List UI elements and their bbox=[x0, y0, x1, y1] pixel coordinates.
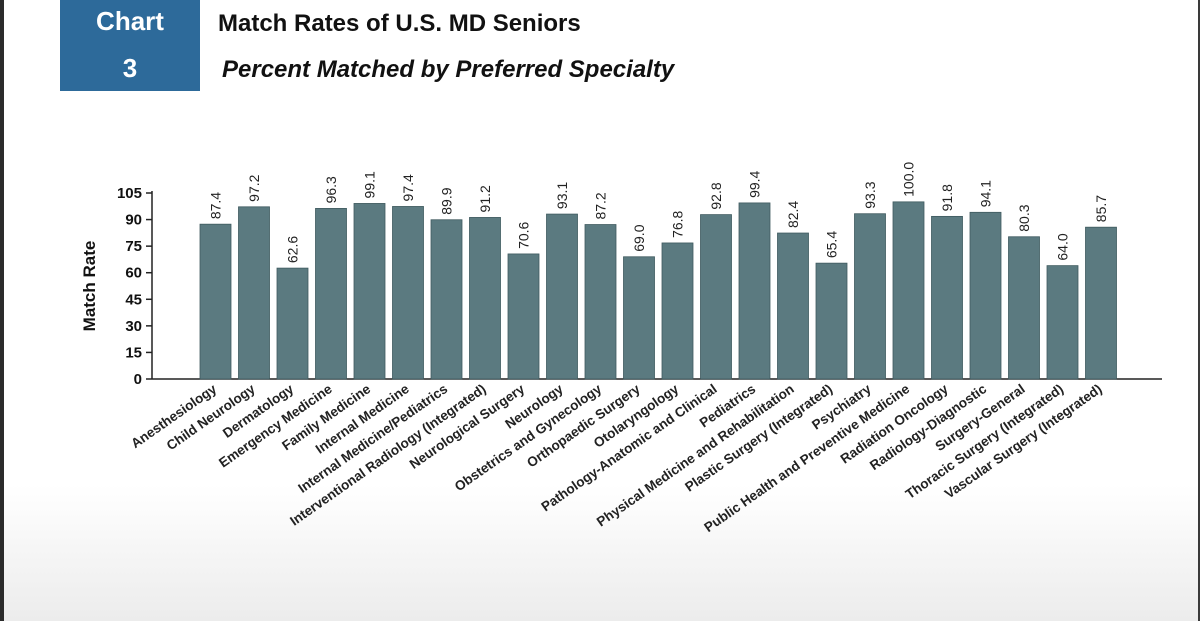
right-frame-edge bbox=[1198, 0, 1200, 621]
value-labels: 87.4 97.2 62.6 96.3 99.1 97.4 89.9 91.2 70.6 93.1… bbox=[208, 162, 1110, 263]
bar bbox=[623, 256, 655, 380]
bar-value-label: 80.3 bbox=[1016, 204, 1032, 231]
bar bbox=[353, 203, 386, 380]
bar-value-label: 99.4 bbox=[747, 170, 763, 197]
bar bbox=[854, 213, 886, 380]
bar bbox=[276, 267, 309, 380]
chart-subtitle: Percent Matched by Preferred Specialty bbox=[222, 56, 675, 83]
bar bbox=[738, 202, 771, 380]
bar-value-label: 99.1 bbox=[362, 171, 378, 198]
bar-value-label: 64.0 bbox=[1055, 233, 1071, 260]
bar-value-label: 91.8 bbox=[939, 184, 955, 211]
bar bbox=[700, 214, 732, 380]
bar bbox=[430, 219, 463, 380]
bar-value-label: 93.1 bbox=[554, 182, 570, 209]
bar bbox=[238, 206, 270, 380]
chart-number-badge: Chart 3 bbox=[60, 0, 200, 91]
y-tick-label: 0 bbox=[134, 371, 142, 388]
bar bbox=[661, 242, 694, 380]
bar bbox=[469, 217, 501, 380]
bar-value-label: 91.2 bbox=[477, 185, 493, 212]
y-tick-label: 60 bbox=[125, 265, 142, 282]
y-tick-label: 105 bbox=[117, 185, 142, 202]
bar-value-label: 85.7 bbox=[1093, 195, 1109, 222]
y-tick-label: 30 bbox=[125, 318, 142, 335]
chart-title: Match Rates of U.S. MD Seniors bbox=[218, 10, 581, 37]
bar-value-label: 87.2 bbox=[593, 192, 609, 219]
left-frame-edge bbox=[0, 0, 4, 621]
bar bbox=[507, 253, 540, 380]
bar-value-label: 70.6 bbox=[516, 221, 532, 248]
y-tick-label: 45 bbox=[125, 291, 142, 308]
bar-value-label: 100.0 bbox=[901, 162, 917, 197]
bar-value-label: 82.4 bbox=[785, 201, 801, 228]
y-tick-label: 75 bbox=[125, 238, 142, 255]
bar-value-label: 89.9 bbox=[439, 187, 455, 214]
bar-value-label: 65.4 bbox=[824, 231, 840, 258]
y-tick-label: 90 bbox=[125, 212, 142, 229]
bar bbox=[777, 232, 809, 380]
y-axis-title: Match Rate bbox=[80, 241, 99, 332]
bar bbox=[1046, 265, 1079, 380]
bar bbox=[969, 211, 1002, 380]
bar bbox=[892, 201, 925, 380]
bar-value-label: 93.3 bbox=[862, 181, 878, 208]
bar-value-label: 62.6 bbox=[285, 236, 301, 263]
bar bbox=[931, 215, 963, 380]
bar bbox=[584, 224, 617, 380]
bar-value-label: 92.8 bbox=[708, 182, 724, 209]
bar-value-label: 97.4 bbox=[400, 174, 416, 201]
bar bbox=[392, 206, 424, 380]
bar-value-label: 76.8 bbox=[670, 210, 686, 237]
bar-value-label: 69.0 bbox=[631, 224, 647, 251]
bar bbox=[1085, 226, 1117, 380]
bar bbox=[199, 223, 232, 380]
bar bbox=[546, 213, 578, 380]
bar-value-label: 87.4 bbox=[208, 192, 224, 219]
y-tick-label: 15 bbox=[125, 344, 142, 361]
bar bbox=[815, 262, 848, 380]
badge-word: Chart bbox=[96, 6, 164, 36]
bar-value-label: 96.3 bbox=[323, 176, 339, 203]
bar-value-label: 97.2 bbox=[246, 174, 262, 201]
badge-number: 3 bbox=[122, 53, 138, 83]
bars bbox=[199, 201, 1117, 380]
bar-value-label: 94.1 bbox=[978, 180, 994, 207]
bar bbox=[315, 208, 347, 380]
bar bbox=[1008, 236, 1040, 380]
